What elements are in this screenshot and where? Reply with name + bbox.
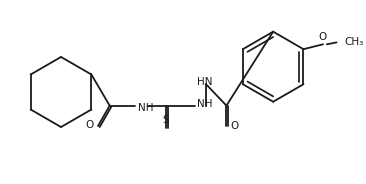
Text: S: S (163, 115, 169, 125)
Text: O: O (86, 120, 94, 130)
Text: CH₃: CH₃ (344, 37, 363, 47)
Text: NH: NH (197, 99, 213, 109)
Text: NH: NH (138, 102, 153, 113)
Text: O: O (319, 32, 327, 42)
Text: O: O (230, 121, 239, 131)
Text: HN: HN (197, 77, 213, 87)
